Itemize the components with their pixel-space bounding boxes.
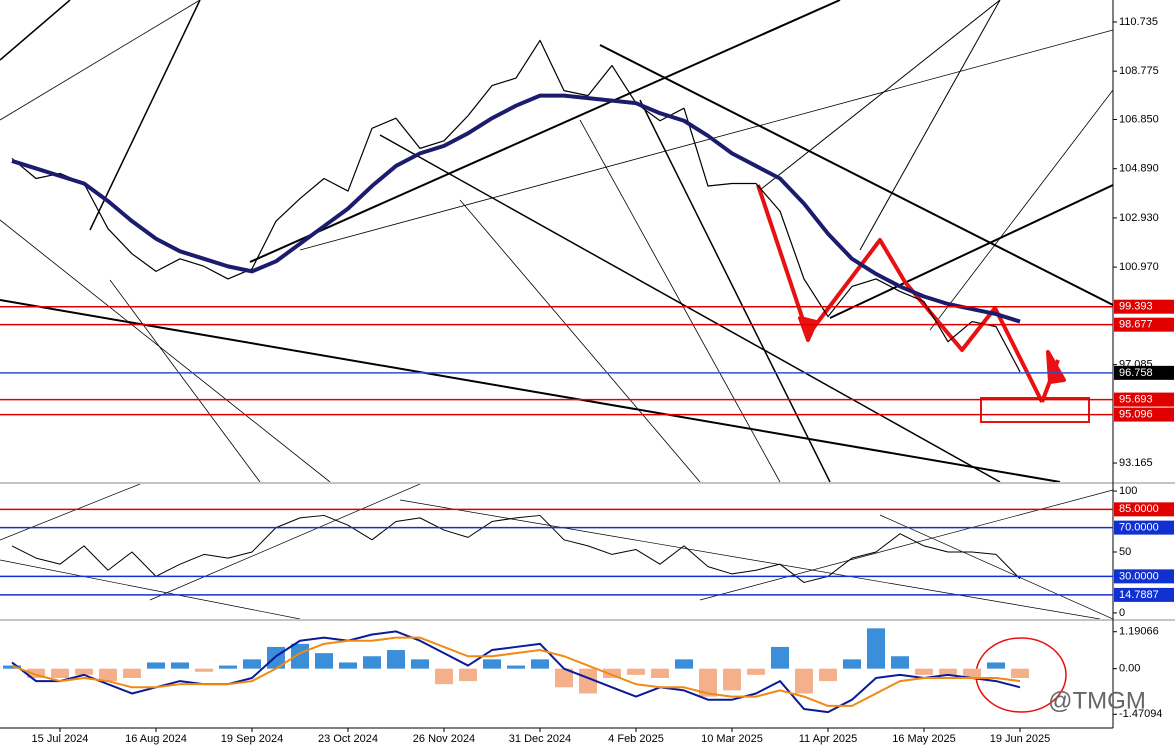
x-tick-label: 19 Jun 2025 [990,733,1051,745]
histogram-bar [555,668,573,688]
histogram-bar [819,668,837,682]
histogram-bar [699,668,717,697]
x-tick-label: 31 Dec 2024 [509,733,571,745]
histogram-bar [963,668,981,678]
x-tick-label: 19 Sep 2024 [221,733,283,745]
y-tick-label: 100.970 [1119,261,1159,273]
histogram-bar [243,659,261,669]
level-label-box [1114,317,1174,332]
histogram-bar [219,665,237,669]
x-tick-label: 16 May 2025 [892,733,956,745]
level-label: 85.0000 [1119,503,1159,515]
level-label: 98.677 [1119,319,1153,331]
x-tick-label: 15 Jul 2024 [32,733,89,745]
histogram-bar [795,668,813,694]
histogram-bar [579,668,597,694]
x-tick-label: 4 Feb 2025 [608,733,664,745]
panel [3,628,1029,714]
histogram-bar [627,668,645,675]
level-label-box [1114,502,1174,517]
y-tick-label: 106.850 [1119,113,1159,125]
y-tick-label: 110.735 [1119,16,1158,28]
histogram-bar [1011,668,1029,678]
x-tick-label: 23 Oct 2024 [318,733,378,745]
trend-lines [0,0,1113,482]
y-tick-label: 1.19066 [1119,626,1159,638]
level-label-box [1114,520,1174,535]
y-tick-label: 104.890 [1119,163,1159,175]
histogram-bar [507,665,525,669]
histogram-bar [771,646,789,669]
histogram-bar [123,668,141,678]
level-label-box [1114,569,1174,584]
histogram-bar [387,650,405,669]
y-tick-label: 108.775 [1119,65,1159,77]
x-tick-label: 10 Mar 2025 [701,733,763,745]
histogram-bar [51,668,69,678]
level-label: 14.7887 [1119,589,1159,601]
y-tick-label: 102.930 [1119,212,1159,224]
histogram-bar [195,668,213,672]
panel [11,39,1021,373]
histogram-bar [915,668,933,675]
histogram-bar [483,659,501,669]
histogram-bar [723,668,741,691]
level-label-box [1114,392,1174,407]
panel [11,514,1021,583]
level-label: 30.0000 [1119,570,1159,582]
level-label-box [1114,299,1174,314]
level-label-box [1114,587,1174,602]
level-label: 70.0000 [1119,522,1159,534]
level-label: 95.096 [1119,408,1153,420]
histogram-bar [987,662,1005,669]
histogram-bar [411,659,429,669]
y-tick-label: 50 [1119,546,1131,558]
series-line [11,93,1021,324]
series-line [11,39,1021,373]
histogram-bar [315,653,333,669]
histogram-bar [291,643,309,669]
histogram-bar [867,628,885,669]
histogram-bar [747,668,765,675]
level-label: 96.758 [1119,367,1153,379]
x-tick-label: 11 Apr 2025 [799,733,858,745]
y-tick-label: 100 [1119,485,1137,497]
y-tick-label: 0 [1119,607,1125,619]
histogram-bar [459,668,477,682]
x-tick-label: 16 Aug 2024 [125,733,187,745]
x-tick-label: 26 Nov 2024 [413,733,475,745]
histogram-bar [435,668,453,685]
series-line [11,514,1021,583]
y-tick-label: -1.47094 [1119,708,1162,720]
level-label: 99.393 [1119,301,1153,313]
histogram-bar [939,668,957,675]
level-label: 95.693 [1119,393,1153,405]
histogram-bar [75,668,93,675]
rsi-trend-lines [0,484,1113,619]
histogram-bar [651,668,669,678]
level-label-box [1114,365,1174,380]
target-box [980,397,1090,423]
y-tick-label: 0.00 [1119,663,1140,675]
annotation-arrows [756,184,1066,403]
histogram-bar [27,668,45,678]
histogram-bar [147,662,165,669]
histogram-bar [891,656,909,669]
histogram-bar [171,662,189,669]
histogram-bar [363,656,381,669]
series-line [11,630,1021,714]
histogram-bar [99,668,117,682]
y-tick-label: 93.165 [1119,457,1153,469]
histogram-bar [531,659,549,669]
histogram-bar [3,665,21,669]
level-label-box [1114,407,1174,422]
histogram-bar [603,668,621,678]
histogram-bar [339,662,357,669]
histogram-bar [675,659,693,669]
watermark: @TMGM [1048,687,1146,714]
series-line [11,636,1021,707]
histogram-bar [843,659,861,669]
